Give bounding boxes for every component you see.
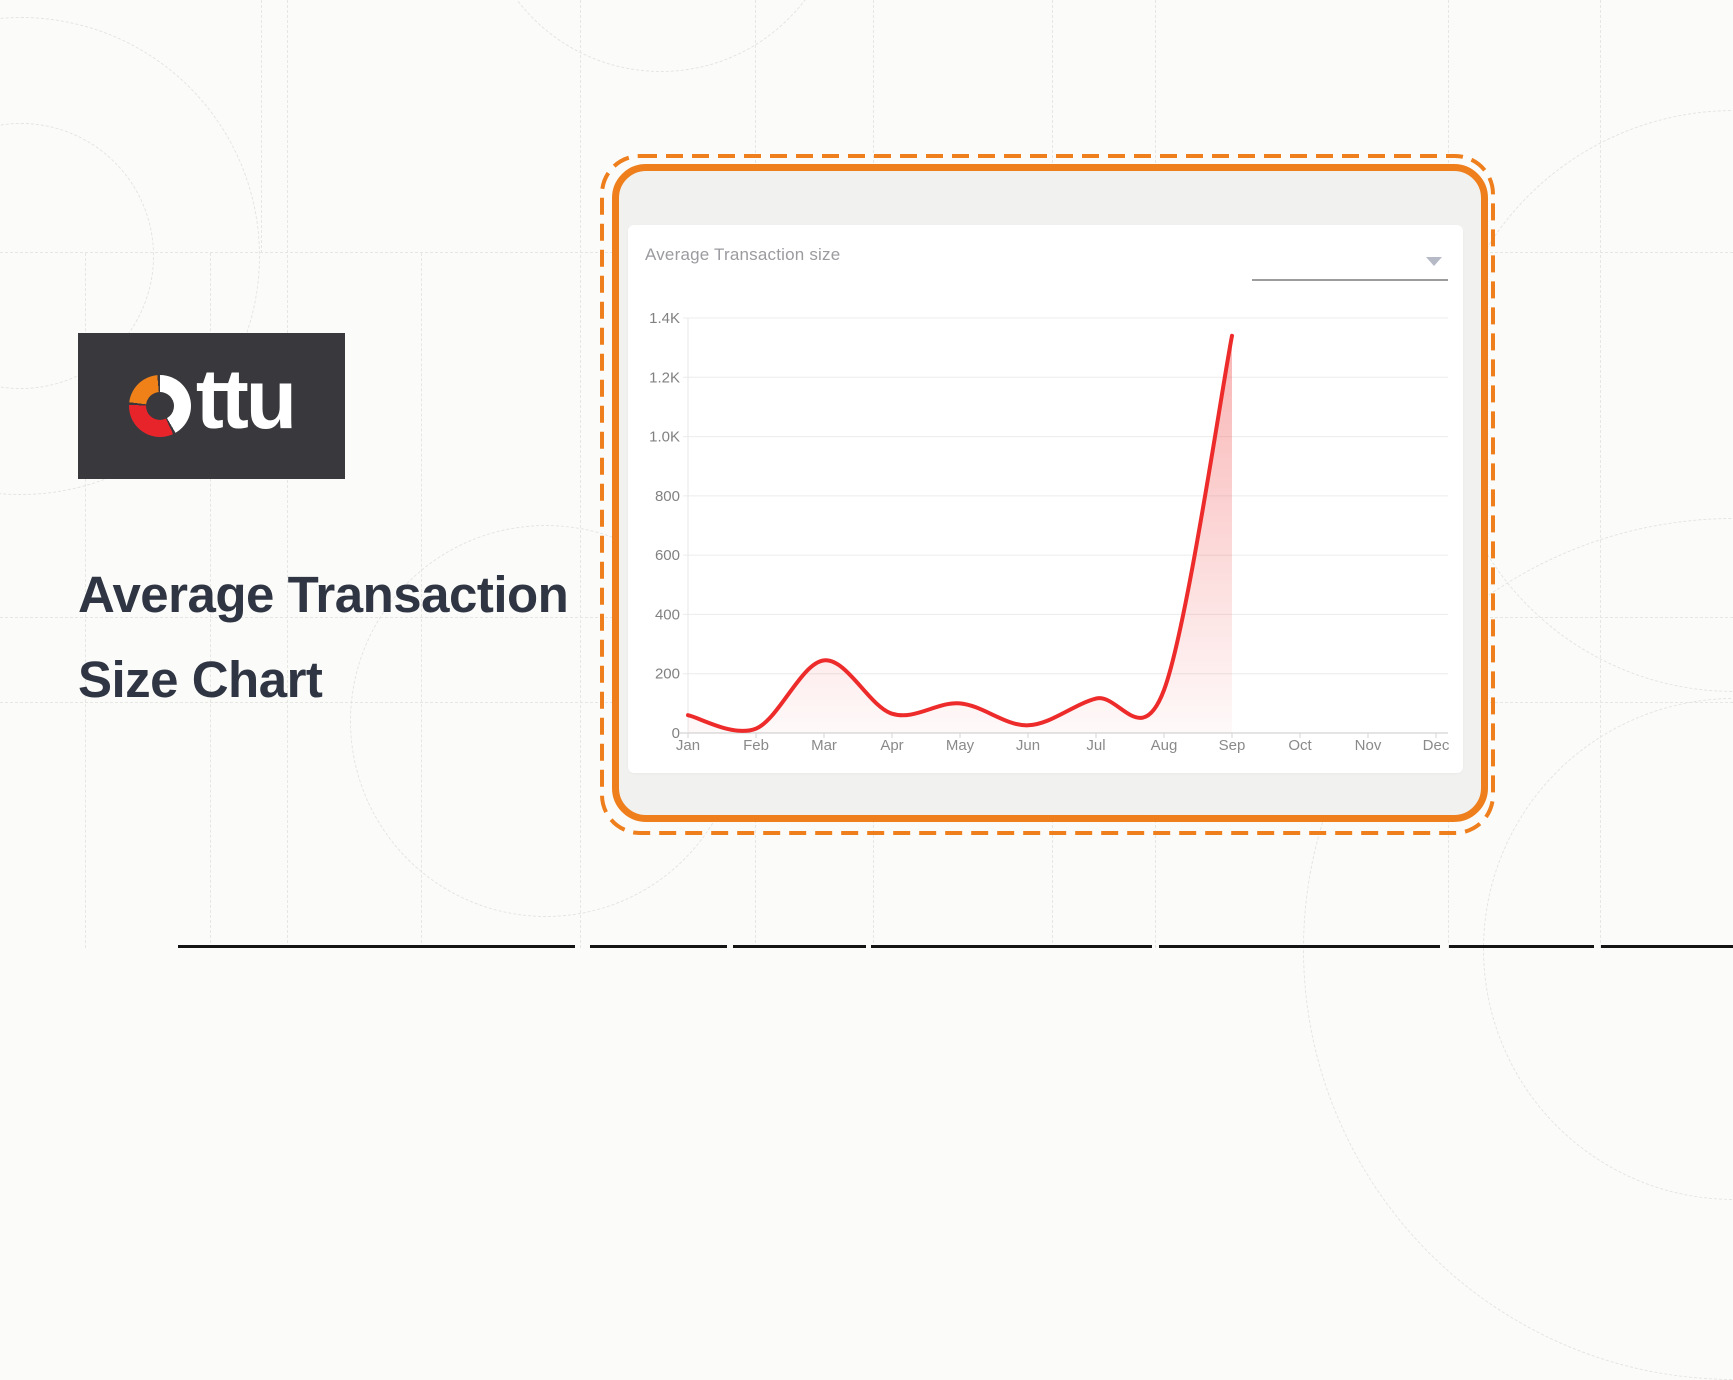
ottu-wordmark-text: ttu xyxy=(195,352,297,446)
bottom-divider-segment xyxy=(178,945,575,948)
chart-card: Average Transaction size 0 200 400 600 800 1.… xyxy=(628,225,1463,773)
svg-text:Aug: Aug xyxy=(1151,737,1178,754)
bottom-divider-segment xyxy=(590,945,727,948)
chart-card-title: Average Transaction size xyxy=(645,245,841,264)
svg-text:0: 0 xyxy=(672,725,680,742)
transaction-area-chart: 0 200 400 600 800 1.0K 1.2K 1.4K Jan Feb Mar Apr May… xyxy=(649,310,1450,754)
area-fill xyxy=(688,335,1232,733)
svg-text:Oct: Oct xyxy=(1288,737,1312,754)
page-title: Average Transaction Size Chart xyxy=(78,552,569,722)
svg-text:400: 400 xyxy=(655,606,680,623)
svg-text:1.2K: 1.2K xyxy=(649,369,680,386)
bottom-divider-segment xyxy=(1601,945,1733,948)
chevron-down-icon[interactable] xyxy=(1426,257,1442,266)
card-dashed-frame xyxy=(600,154,1495,835)
svg-text:Sep: Sep xyxy=(1219,737,1246,754)
bottom-divider-segment xyxy=(1449,945,1594,948)
svg-text:Jan: Jan xyxy=(676,737,700,754)
page-title-line1: Average Transaction xyxy=(78,566,569,623)
svg-text:800: 800 xyxy=(655,488,680,505)
period-select[interactable] xyxy=(1252,251,1448,281)
svg-text:200: 200 xyxy=(655,666,680,683)
gridlines xyxy=(680,317,1448,738)
svg-text:1.0K: 1.0K xyxy=(649,429,680,446)
svg-text:Jul: Jul xyxy=(1086,737,1105,754)
svg-text:Feb: Feb xyxy=(743,737,769,754)
svg-text:May: May xyxy=(946,737,975,754)
svg-text:600: 600 xyxy=(655,547,680,564)
ottu-donut-icon xyxy=(128,375,191,437)
svg-text:Mar: Mar xyxy=(811,737,837,754)
page: { "brand": { "name": "Ottu", "wordmark_r… xyxy=(0,0,1733,948)
bottom-divider-segment xyxy=(733,945,866,948)
brand-logo: ttu xyxy=(78,333,345,479)
svg-text:Jun: Jun xyxy=(1016,737,1040,754)
bottom-divider-segment xyxy=(871,945,1152,948)
svg-text:Dec: Dec xyxy=(1423,737,1450,754)
axis-labels: 0 200 400 600 800 1.0K 1.2K 1.4K Jan Feb Mar Apr May… xyxy=(649,310,1450,754)
svg-text:Nov: Nov xyxy=(1355,737,1382,754)
svg-text:Apr: Apr xyxy=(880,737,903,754)
svg-text:1.4K: 1.4K xyxy=(649,310,680,327)
bottom-divider-segment xyxy=(1159,945,1440,948)
series-line xyxy=(686,333,1234,733)
page-title-line2: Size Chart xyxy=(78,651,323,708)
ottu-wordmark: ttu xyxy=(128,357,297,441)
